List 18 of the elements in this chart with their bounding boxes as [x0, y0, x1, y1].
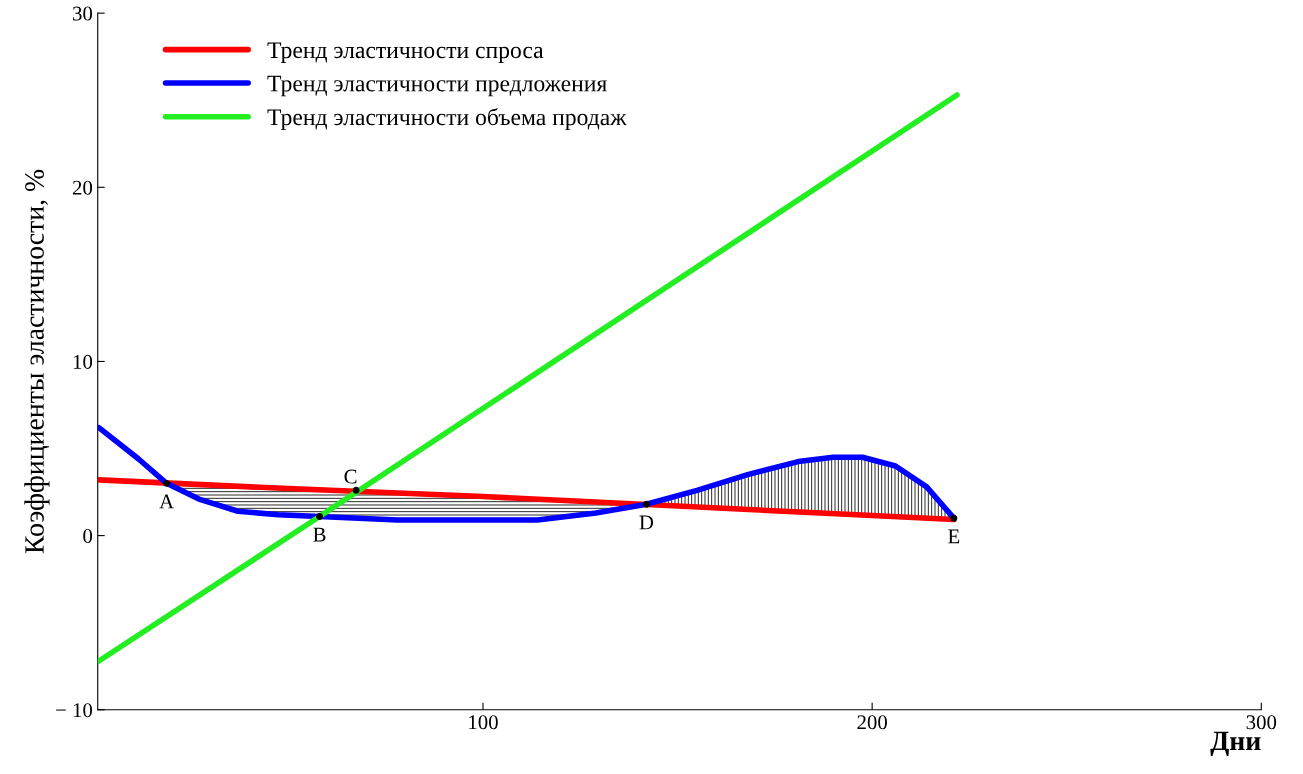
x-tick-label: 200 [857, 715, 887, 730]
y-tick-label: 30 [73, 6, 93, 21]
annotation: A [159, 494, 174, 509]
y-tick-label: 20 [72, 180, 93, 195]
y-tick-label: 10 [73, 354, 93, 369]
x-tick-label: 100 [469, 715, 498, 730]
x-axis-title: Дни [1210, 731, 1261, 756]
annotation: E [948, 529, 960, 544]
annotation: B [313, 527, 326, 542]
y-tick-label: − 10 [56, 703, 93, 718]
x-tick-label: 300 [1246, 715, 1277, 730]
annotation: D [639, 515, 654, 530]
legend-label: Тренд эластичности предложения [267, 75, 607, 97]
legend-label: Тренд эластичности объема продаж [267, 108, 627, 131]
y-axis-title: Коэффициенты эластичности, % [24, 169, 50, 554]
legend-label: Тренд эластичности спроса [267, 42, 544, 63]
annotation: C [344, 469, 357, 484]
y-tick-label: 0 [83, 528, 93, 544]
